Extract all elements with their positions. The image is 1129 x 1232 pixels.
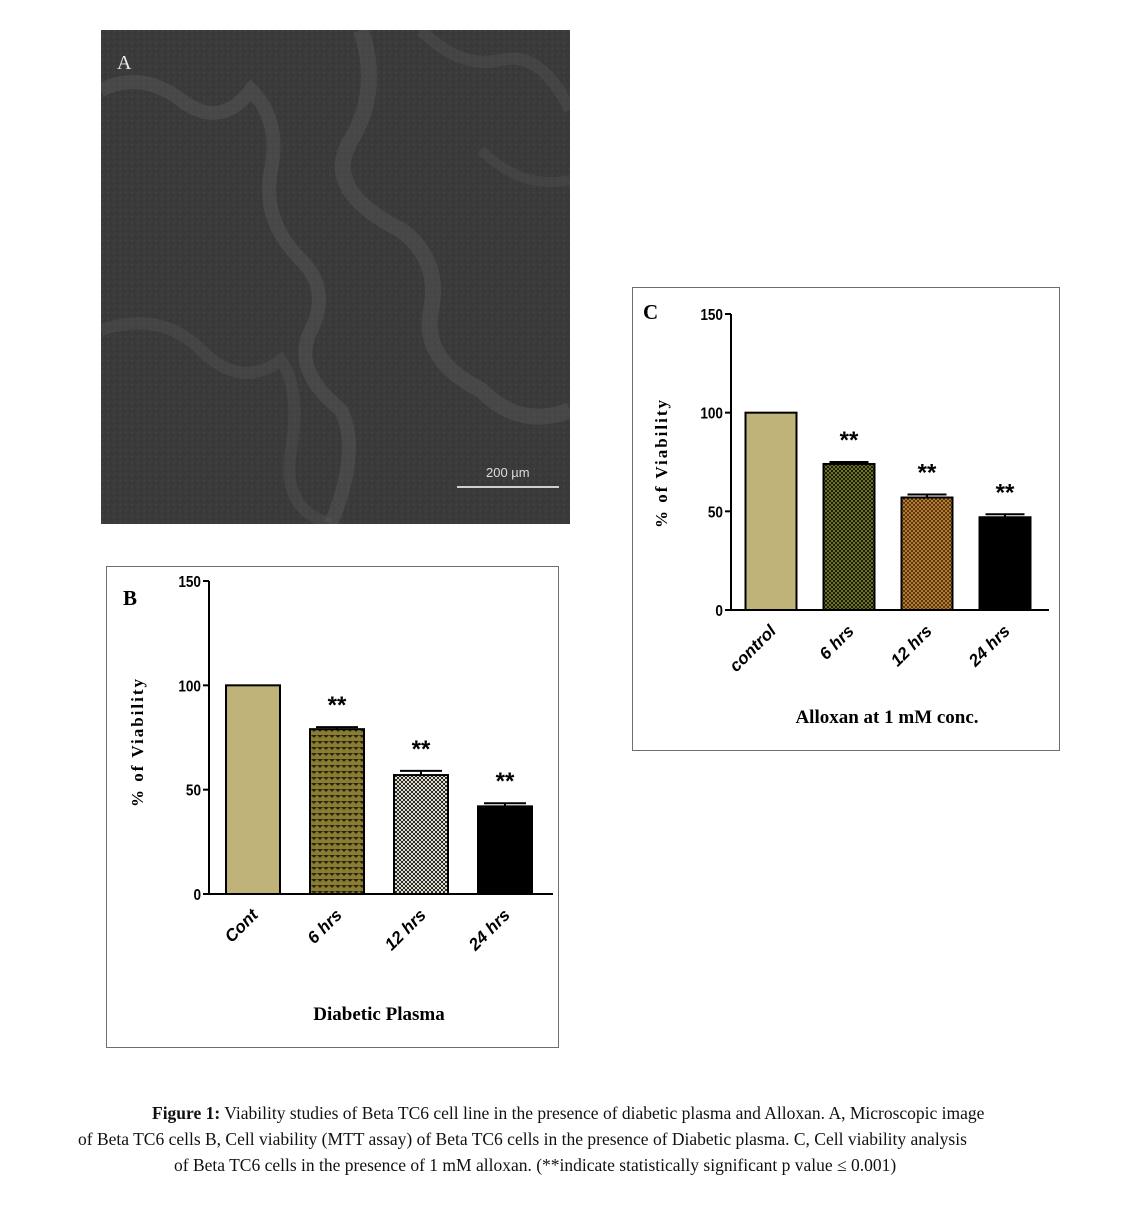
significance-label: ** <box>840 427 859 454</box>
y-tick-label: 100 <box>700 406 723 423</box>
chart-c-svg: C 0 50 100 150 % of Viability control ** 6 hrs **… <box>643 300 1049 728</box>
x-tick-label: control <box>726 620 781 675</box>
chart-panel-b: B 0 50 100 150 % of Viability Cont ** 6 hrs ** 12 … <box>106 566 559 1048</box>
y-axis-label: % of Viability <box>128 677 147 807</box>
bar-12-hrs <box>900 496 954 612</box>
microscopy-image <box>101 30 570 524</box>
chart-panel-c: C 0 50 100 150 % of Viability control ** 6 hrs **… <box>632 287 1060 751</box>
x-tick-label: 24 hrs <box>464 905 514 955</box>
bar-6-hrs <box>822 462 876 611</box>
bar-6-hrs <box>309 728 365 895</box>
significance-label: ** <box>328 692 347 719</box>
panel-letter: C <box>643 300 658 324</box>
scale-bar-label: 200 µm <box>486 465 530 480</box>
caption-line-1: Viability studies of Beta TC6 cell line … <box>220 1103 985 1123</box>
significance-label: ** <box>412 736 431 763</box>
caption-line-2: of Beta TC6 cells B, Cell viability (MTT… <box>78 1129 967 1149</box>
x-tick-label: 6 hrs <box>304 905 346 947</box>
bar-24-hrs <box>477 805 533 895</box>
significance-label: ** <box>918 460 937 487</box>
y-tick-label: 0 <box>715 603 723 620</box>
x-tick-label: Cont <box>221 904 263 946</box>
y-tick-label: 150 <box>700 307 723 324</box>
y-tick-label: 150 <box>178 574 201 591</box>
significance-label: ** <box>496 768 515 795</box>
bar-control <box>744 411 798 611</box>
caption-line-3: of Beta TC6 cells in the presence of 1 m… <box>174 1155 897 1175</box>
x-tick-label: 12 hrs <box>887 621 936 670</box>
scale-bar <box>457 486 559 488</box>
bar-24-hrs <box>978 516 1032 611</box>
y-tick-label: 50 <box>186 783 201 800</box>
panel-a-letter: A <box>117 52 132 74</box>
chart-b-svg: B 0 50 100 150 % of Viability Cont ** 6 hrs ** 12 … <box>123 574 553 1025</box>
caption-label: Figure 1: <box>152 1103 221 1123</box>
bar-cont <box>225 684 281 896</box>
x-tick-label: 12 hrs <box>381 905 430 954</box>
y-axis-label: % of Viability <box>652 398 671 528</box>
y-tick-label: 0 <box>193 887 201 904</box>
bar-12-hrs <box>393 774 449 895</box>
y-tick-label: 100 <box>178 678 201 695</box>
significance-label: ** <box>996 479 1015 506</box>
y-tick-label: 50 <box>708 504 723 521</box>
x-tick-label: 6 hrs <box>816 621 858 663</box>
x-tick-label: 24 hrs <box>964 621 1014 671</box>
panel-letter: B <box>123 586 137 610</box>
microscopy-image-panel: A 200 µm <box>101 30 570 524</box>
x-axis-label: Diabetic Plasma <box>313 1004 445 1025</box>
x-axis-label: Alloxan at 1 mM conc. <box>795 707 978 728</box>
figure-caption: Figure 1: Viability studies of Beta TC6 … <box>78 1100 1094 1178</box>
